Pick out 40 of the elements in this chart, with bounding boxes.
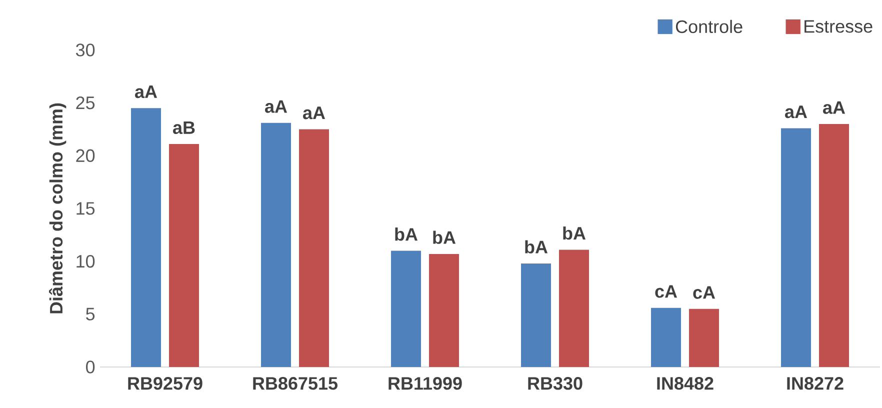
x-tick-label: IN8272	[787, 377, 844, 390]
data-label: aA	[823, 101, 846, 114]
x-tick-label: RB92579	[128, 377, 202, 390]
x-tick-label: RB11999	[388, 377, 462, 390]
bar	[781, 128, 812, 367]
data-label: cA	[693, 286, 716, 299]
y-tick-label: 10	[76, 254, 95, 268]
legend-label: Estresse	[804, 20, 872, 33]
data-label: aA	[303, 106, 326, 120]
data-label: bA	[395, 228, 418, 241]
y-tick-label: 5	[86, 308, 95, 320]
bar	[521, 263, 552, 367]
x-tick-label: RB867515	[253, 377, 338, 390]
data-label: aA	[785, 106, 808, 118]
bar	[131, 108, 161, 367]
data-label: bA	[563, 226, 586, 240]
y-tick-label: 25	[76, 96, 95, 110]
x-tick-label: IN8482	[657, 377, 714, 390]
bar	[169, 144, 199, 367]
bar	[261, 122, 291, 367]
bar	[651, 308, 682, 367]
legend-label: Controle	[676, 20, 742, 34]
bar	[391, 250, 422, 367]
y-tick-label: 20	[76, 149, 95, 162]
x-tick-label: RB330	[528, 377, 582, 390]
data-label: aB	[173, 121, 195, 134]
data-label: bA	[433, 230, 456, 244]
y-tick-label: 15	[76, 202, 95, 215]
bar	[429, 254, 460, 367]
bar	[689, 308, 720, 367]
bar	[559, 250, 590, 367]
data-label: aA	[135, 86, 158, 98]
y-tick-label: 0	[86, 360, 95, 374]
y-axis-title: Diâmetro do colmo (mm)	[48, 103, 66, 314]
data-label: aA	[265, 100, 288, 113]
bar	[299, 129, 329, 367]
y-tick-label: 30	[76, 44, 95, 56]
bar	[819, 124, 850, 367]
data-label: bA	[525, 240, 548, 254]
data-label: cA	[655, 285, 678, 298]
